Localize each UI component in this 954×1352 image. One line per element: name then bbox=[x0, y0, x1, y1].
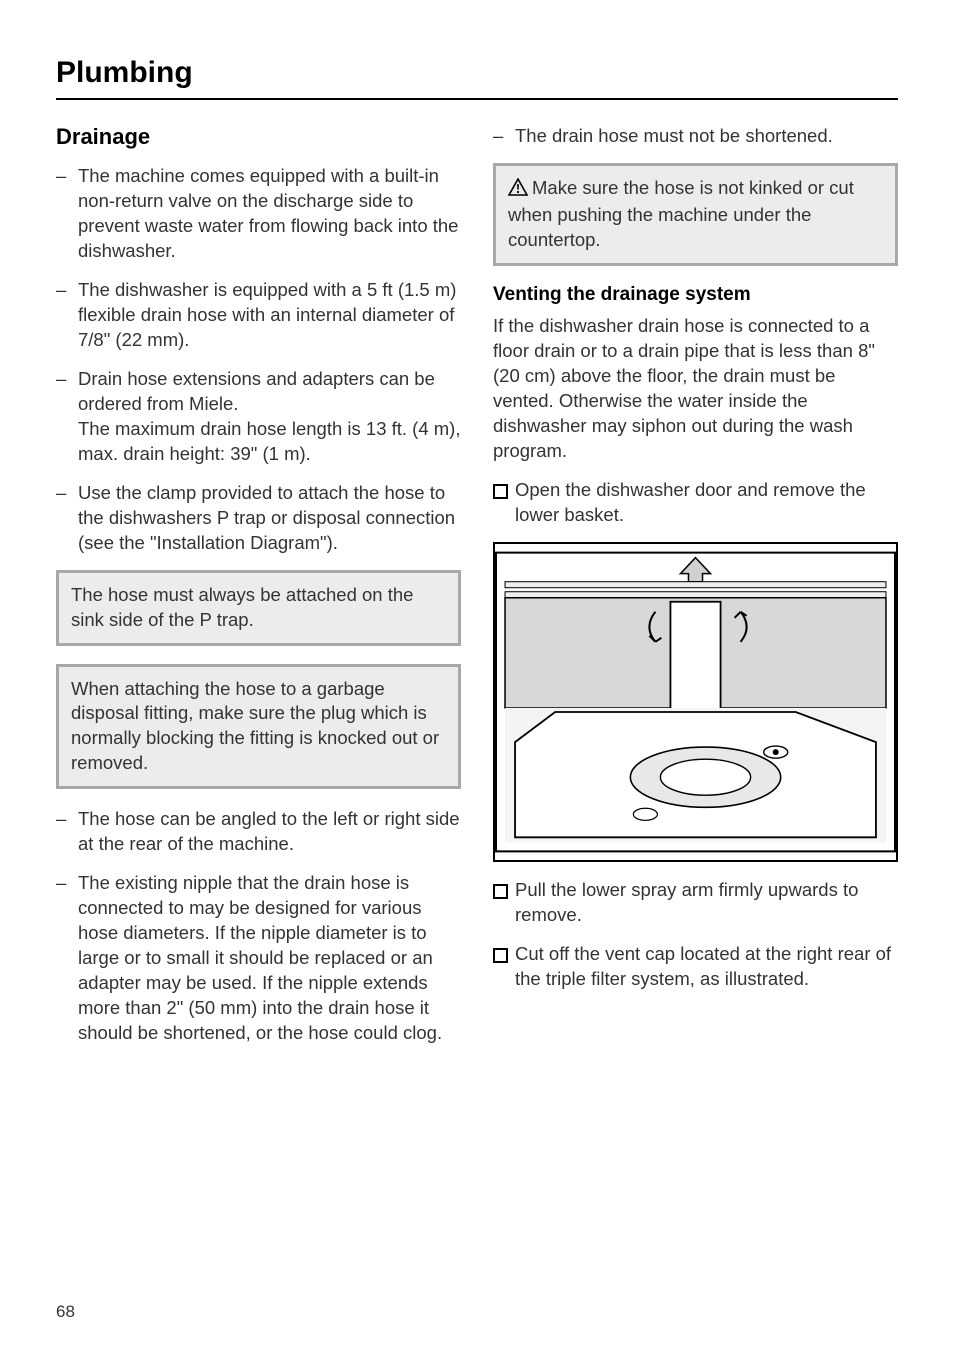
list-item-text: The dishwasher is equipped with a 5 ft (… bbox=[78, 278, 461, 353]
dash-icon: – bbox=[56, 807, 78, 857]
right-column: – The drain hose must not be shortened. … bbox=[493, 124, 898, 1060]
warning-text: Make sure the hose is not kinked or cut … bbox=[508, 177, 854, 250]
list-item: – Use the clamp provided to attach the h… bbox=[56, 481, 461, 556]
warning-icon bbox=[508, 178, 528, 203]
callout-warning: Make sure the hose is not kinked or cut … bbox=[493, 163, 898, 266]
list-item-text: The drain hose must not be shortened. bbox=[515, 124, 898, 149]
venting-paragraph: If the dishwasher drain hose is connecte… bbox=[493, 314, 898, 464]
dash-icon: – bbox=[56, 278, 78, 353]
list-item: – The existing nipple that the drain hos… bbox=[56, 871, 461, 1046]
right-list-1: – The drain hose must not be shortened. bbox=[493, 124, 898, 149]
dash-icon: – bbox=[56, 164, 78, 264]
list-item: Pull the lower spray arm firmly upwards … bbox=[493, 878, 898, 928]
list-item-text: The hose can be angled to the left or ri… bbox=[78, 807, 461, 857]
square-bullet-icon bbox=[493, 942, 515, 992]
venting-diagram bbox=[493, 542, 898, 862]
drainage-list-1: – The machine comes equipped with a buil… bbox=[56, 164, 461, 556]
dash-icon: – bbox=[56, 367, 78, 467]
content-columns: Drainage – The machine comes equipped wi… bbox=[56, 124, 898, 1060]
list-item-text: Pull the lower spray arm firmly upwards … bbox=[515, 878, 898, 928]
steps-list-1: Open the dishwasher door and remove the … bbox=[493, 478, 898, 528]
list-item-text: Open the dishwasher door and remove the … bbox=[515, 478, 898, 528]
page-title: Plumbing bbox=[56, 56, 898, 90]
dash-icon: – bbox=[493, 124, 515, 149]
drainage-heading: Drainage bbox=[56, 124, 461, 150]
list-item-text: Cut off the vent cap located at the righ… bbox=[515, 942, 898, 992]
list-item: Cut off the vent cap located at the righ… bbox=[493, 942, 898, 992]
dash-icon: – bbox=[56, 871, 78, 1046]
drainage-list-2: – The hose can be angled to the left or … bbox=[56, 807, 461, 1046]
list-item: – The drain hose must not be shortened. bbox=[493, 124, 898, 149]
list-item: – The machine comes equipped with a buil… bbox=[56, 164, 461, 264]
list-item: – The dishwasher is equipped with a 5 ft… bbox=[56, 278, 461, 353]
callout-disposal: When attaching the hose to a garbage dis… bbox=[56, 664, 461, 790]
left-column: Drainage – The machine comes equipped wi… bbox=[56, 124, 461, 1060]
list-item: – The hose can be angled to the left or … bbox=[56, 807, 461, 857]
list-item-text: The machine comes equipped with a built-… bbox=[78, 164, 461, 264]
square-bullet-icon bbox=[493, 878, 515, 928]
list-item-text: Drain hose extensions and adapters can b… bbox=[78, 367, 461, 467]
list-item: Open the dishwasher door and remove the … bbox=[493, 478, 898, 528]
list-item: – Drain hose extensions and adapters can… bbox=[56, 367, 461, 467]
square-bullet-icon bbox=[493, 478, 515, 528]
list-item-text: Use the clamp provided to attach the hos… bbox=[78, 481, 461, 556]
steps-list-2: Pull the lower spray arm firmly upwards … bbox=[493, 878, 898, 992]
list-item-text: The existing nipple that the drain hose … bbox=[78, 871, 461, 1046]
venting-subheading: Venting the drainage system bbox=[493, 284, 898, 306]
title-divider bbox=[56, 98, 898, 100]
page-number: 68 bbox=[56, 1302, 75, 1322]
callout-ptrap: The hose must always be attached on the … bbox=[56, 570, 461, 646]
dash-icon: – bbox=[56, 481, 78, 556]
